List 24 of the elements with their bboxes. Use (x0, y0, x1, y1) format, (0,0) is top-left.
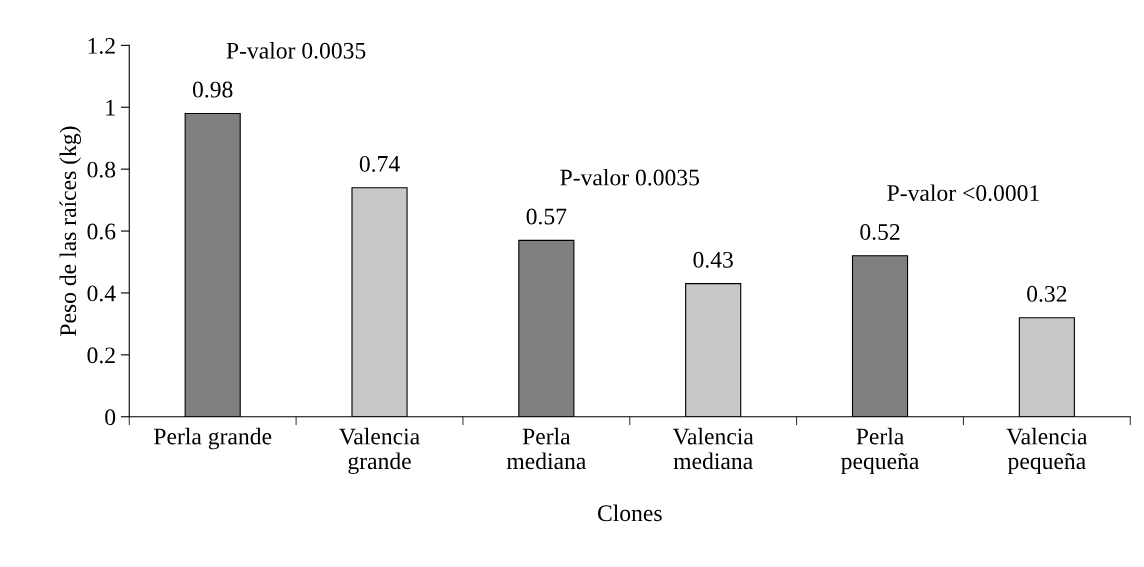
annotation: P-valor 0.0035 (560, 168, 700, 186)
y-tick-label: 0.8 (87, 161, 116, 178)
x-tick-label: Valencia grande (339, 427, 420, 475)
data-label: 0.32 (1027, 285, 1067, 302)
y-tick-label: 0.2 (87, 347, 115, 364)
x-tick-label: Perla mediana (506, 427, 587, 470)
data-label: 0.57 (526, 208, 567, 225)
x-tick-label: Perla grande (154, 427, 272, 450)
data-label: 0.43 (693, 251, 733, 268)
x-tick-label: Valencia pequeña (1006, 427, 1088, 474)
y-tick-label: 0 (105, 409, 116, 426)
data-label: 0.98 (192, 81, 233, 98)
data-label: 0.52 (860, 223, 900, 241)
y-tick-label: 1.2 (88, 37, 115, 54)
annotation: P-valor <0.0001 (887, 184, 1039, 202)
y-tick-label: 0.6 (87, 223, 116, 240)
annotation: P-valor 0.0035 (226, 42, 366, 59)
x-tick-label: Perla pequeña (841, 427, 920, 474)
x-tick-label: Valencia mediana (672, 427, 754, 470)
x-axis-title: Clones (597, 504, 662, 522)
y-axis-title: Peso de las raíces (kg) (59, 126, 82, 336)
y-tick-label: 1 (106, 99, 115, 116)
y-tick-label: 0.4 (87, 285, 116, 302)
data-label: 0.74 (359, 155, 400, 172)
